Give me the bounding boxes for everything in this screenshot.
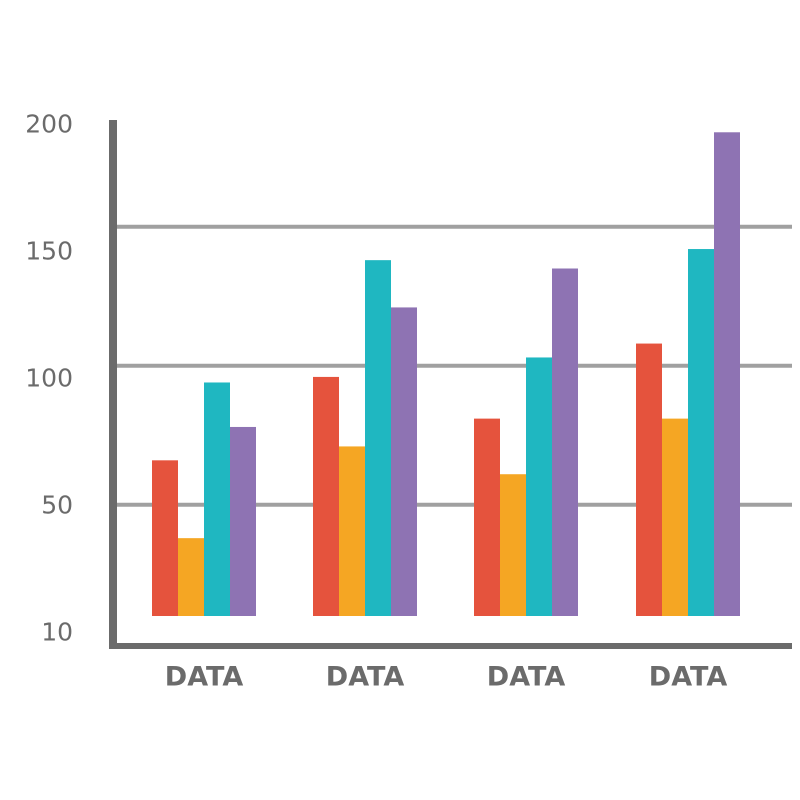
bar-group2-series2 — [339, 446, 365, 616]
bar-group3-series3 — [526, 357, 552, 616]
y-tick-label-150: 150 — [25, 237, 73, 266]
bar-group2-series4 — [391, 307, 417, 616]
bar-group3-series1 — [474, 418, 500, 616]
y-tick-label-200: 200 — [25, 110, 73, 139]
y-tick-label-10: 10 — [41, 618, 73, 647]
bar-group1-series1 — [152, 460, 178, 616]
axes — [109, 120, 792, 649]
x-category-label-2: DATA — [326, 662, 405, 693]
y-tick-label-100: 100 — [25, 364, 73, 393]
bar-group4-series3 — [688, 249, 714, 617]
y-tick-labels: 200 150 100 50 10 — [25, 110, 73, 647]
bar-group3-series4 — [552, 268, 578, 616]
bar-group1-series4 — [230, 426, 256, 616]
bar-group4-series4 — [714, 132, 740, 616]
x-category-label-3: DATA — [487, 662, 566, 693]
bar-group2-series3 — [365, 260, 391, 616]
x-category-label-1: DATA — [165, 662, 244, 693]
x-category-label-4: DATA — [649, 662, 728, 693]
y-tick-label-50: 50 — [41, 491, 73, 520]
bars — [152, 132, 740, 617]
bar-group2-series1 — [313, 376, 339, 616]
bar-group1-series3 — [204, 382, 230, 616]
x-category-labels: DATA DATA DATA DATA — [165, 662, 728, 693]
bar-group4-series1 — [636, 343, 662, 616]
bar-group1-series2 — [178, 538, 204, 616]
bar-group4-series2 — [662, 418, 688, 616]
bar-group3-series2 — [500, 474, 526, 616]
